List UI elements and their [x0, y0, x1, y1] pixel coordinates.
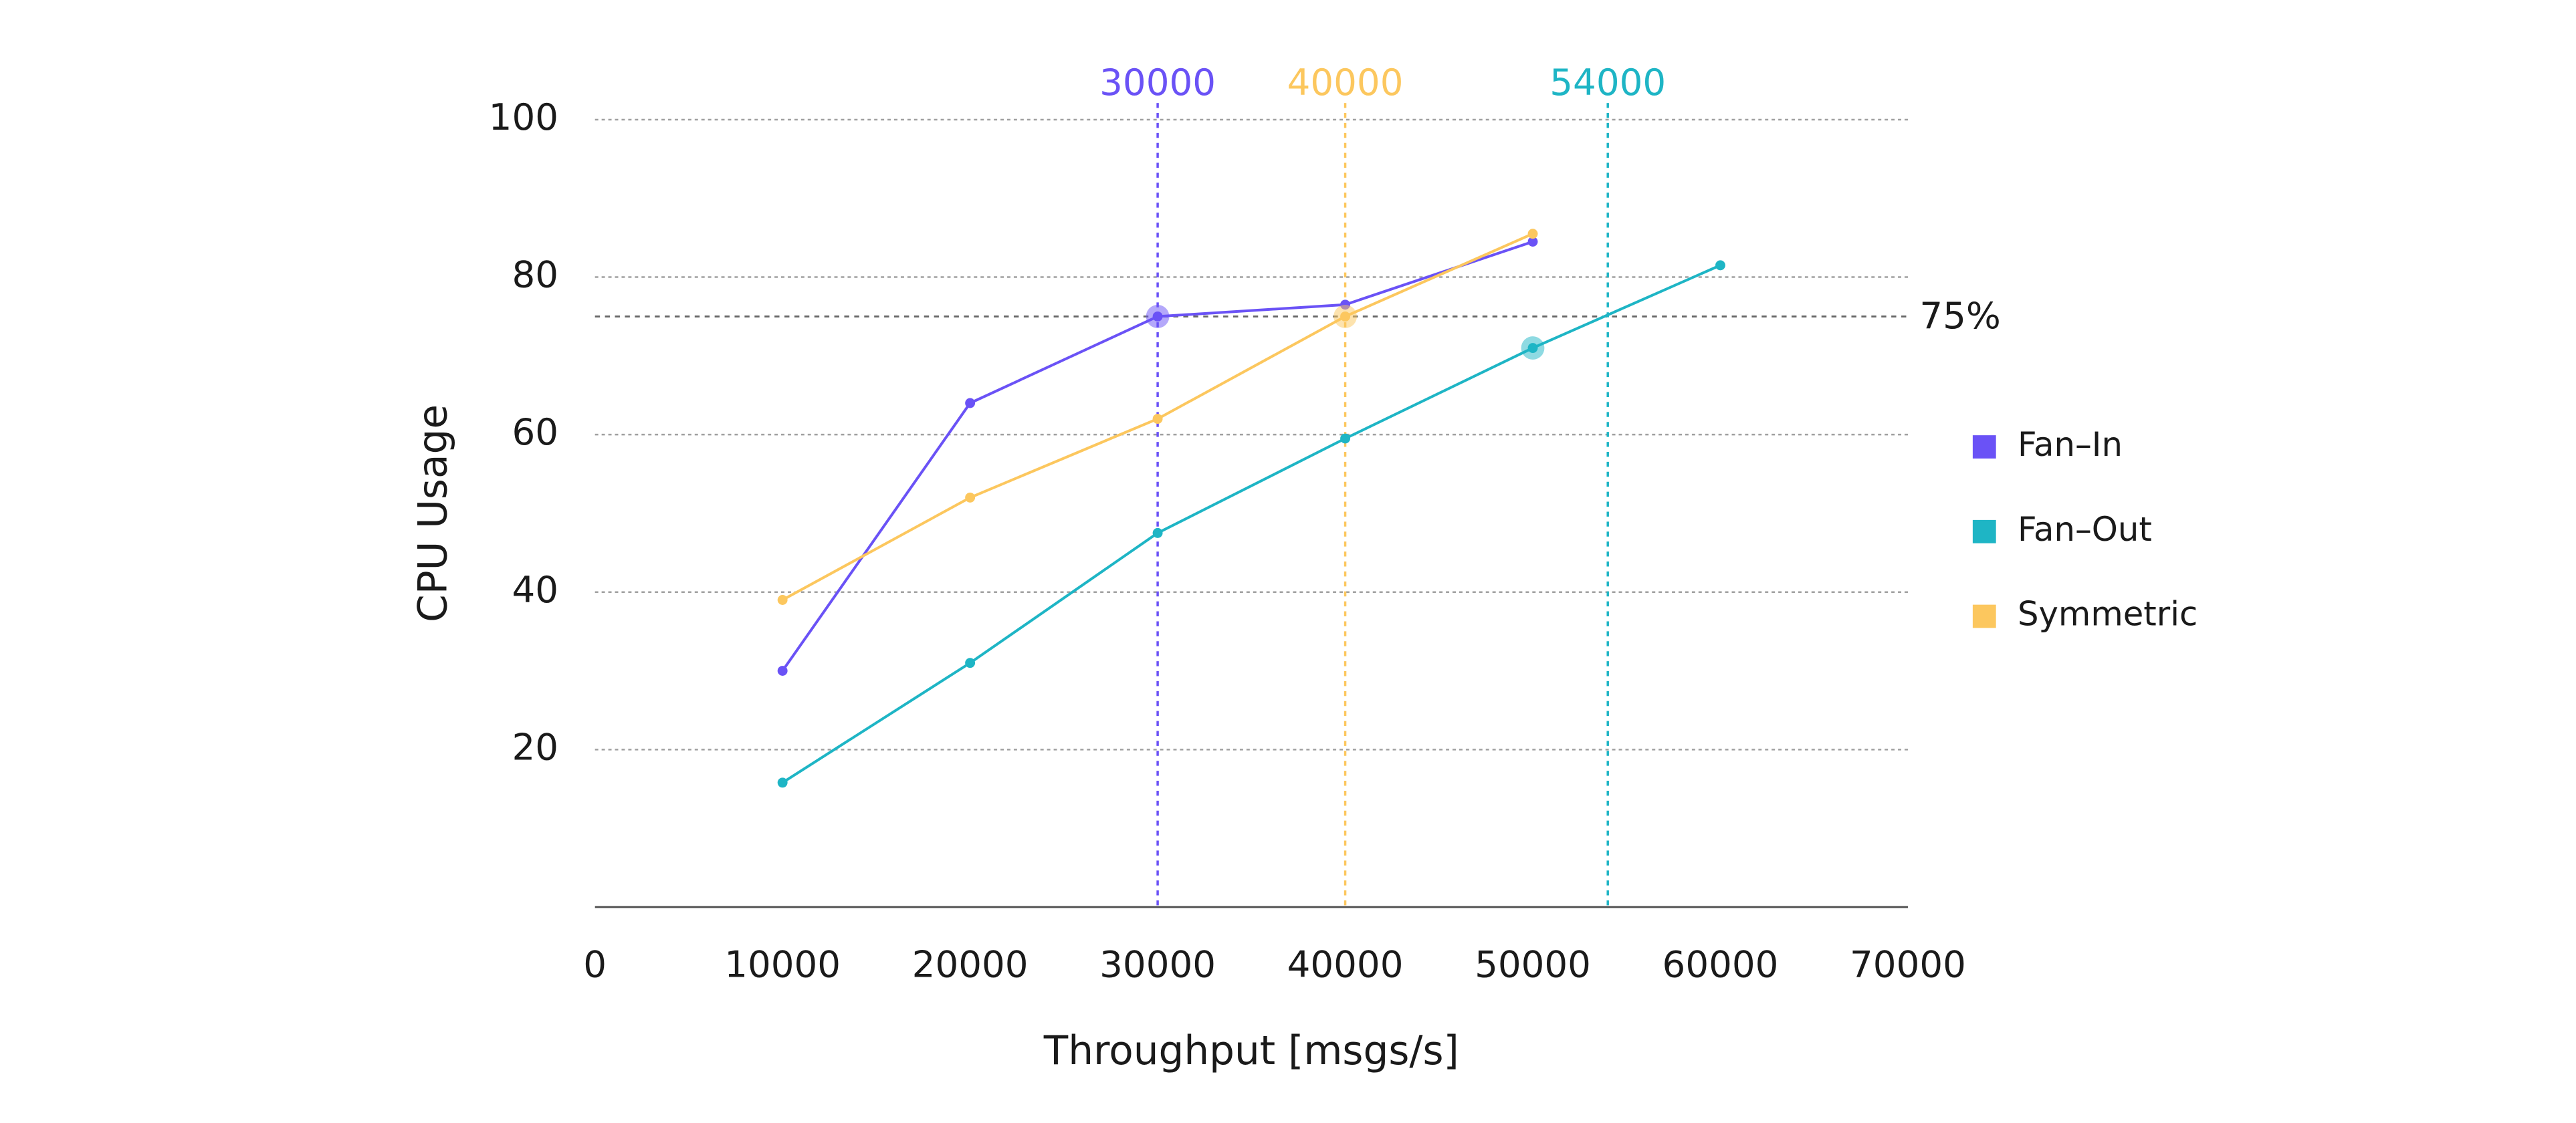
- x-tick-label: 30000: [1099, 943, 1216, 986]
- legend-swatch: [1972, 435, 1996, 459]
- x-tick-label: 60000: [1662, 943, 1779, 986]
- legend-swatch: [1972, 519, 1996, 543]
- point: [1340, 433, 1351, 444]
- legend-swatch: [1972, 604, 1996, 628]
- point: [1715, 260, 1725, 271]
- y-tick-label: 40: [512, 568, 558, 611]
- marker-label: 54000: [1549, 61, 1666, 104]
- point: [965, 658, 976, 668]
- series-line: [782, 264, 1721, 784]
- y-tick-label: 60: [512, 410, 558, 453]
- legend-label: Symmetric: [2018, 595, 2197, 634]
- marker-label: 40000: [1287, 61, 1404, 104]
- point: [1527, 343, 1538, 354]
- point: [965, 398, 976, 408]
- x-tick-label: 40000: [1287, 943, 1404, 986]
- threshold-label: 75%: [1919, 294, 2000, 337]
- x-tick-label: 20000: [912, 943, 1029, 986]
- point: [1527, 237, 1538, 247]
- point: [965, 492, 976, 503]
- x-tick-label: 70000: [1850, 943, 1966, 986]
- legend-label: Fan–In: [2018, 425, 2123, 464]
- point: [1152, 311, 1163, 322]
- x-tick-label: 10000: [724, 943, 841, 986]
- point: [1152, 527, 1163, 538]
- y-tick-label: 100: [489, 96, 558, 138]
- point: [1527, 229, 1538, 239]
- y-tick-label: 20: [512, 725, 558, 768]
- point: [1340, 311, 1351, 322]
- point: [777, 595, 788, 605]
- legend-label: Fan–Out: [2018, 510, 2152, 549]
- y-tick-label: 80: [512, 253, 558, 296]
- point: [1152, 414, 1163, 424]
- x-tick-label: 0: [583, 943, 607, 986]
- point: [777, 666, 788, 676]
- x-axis-title: Throughput [msgs/s]: [1043, 1028, 1459, 1074]
- point: [777, 777, 788, 788]
- y-axis-title: CPU Usage: [411, 404, 457, 622]
- x-tick-label: 50000: [1475, 943, 1591, 986]
- marker-label: 30000: [1099, 61, 1216, 104]
